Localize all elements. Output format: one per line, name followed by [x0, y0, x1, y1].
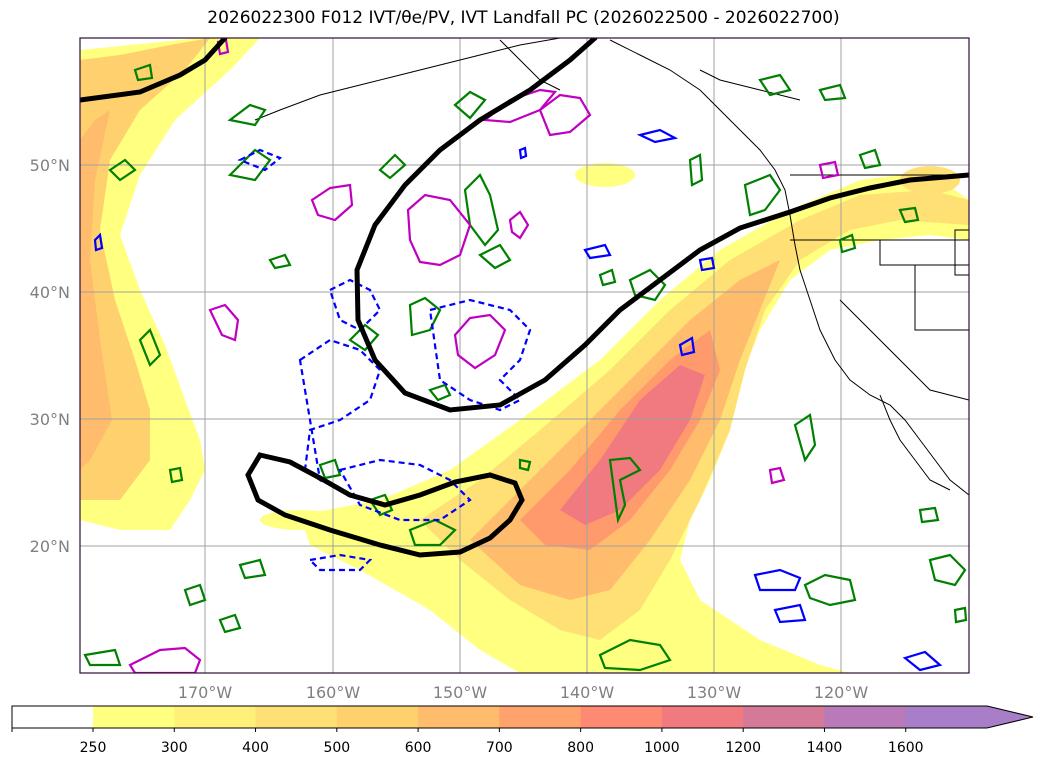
ivt-shading-west-inner: [80, 38, 210, 500]
colorbar-segment: [336, 706, 419, 728]
ivt-shading-west-core: [80, 110, 112, 470]
lon-label-140w: 140°W: [560, 683, 615, 702]
landfall-pc-contours: [80, 38, 969, 558]
lat-labels: 50°N 40°N 30°N 20°N: [30, 156, 70, 556]
colorbar-segment: [93, 706, 175, 728]
colorbar-segment: [824, 706, 907, 728]
coastlines: [254, 38, 969, 496]
colorbar-tick-label: 1200: [725, 740, 761, 756]
lon-label-150w: 150°W: [433, 683, 488, 702]
colorbar-segment: [499, 706, 582, 728]
colorbar-segment: [905, 706, 988, 728]
colorbar-tick-label: 250: [80, 740, 107, 756]
colorbar-tick-label: 300: [161, 740, 188, 756]
lon-label-120w: 120°W: [814, 683, 869, 702]
colorbar: [12, 706, 988, 728]
colorbar-tick-label: 1400: [807, 740, 843, 756]
colorbar-tick-label: 1000: [644, 740, 680, 756]
map-panel: [80, 38, 969, 673]
theta-e-contours: [93, 128, 943, 672]
colorbar-segment: [255, 706, 338, 728]
colorbar-tick-label: 500: [323, 740, 350, 756]
colorbar-segment: [580, 706, 663, 728]
colorbar-segment: [661, 706, 744, 728]
colorbar-outline: [11, 705, 1034, 729]
lat-label-30n: 30°N: [30, 410, 70, 429]
lat-label-50n: 50°N: [30, 156, 70, 175]
pv-contours-green: [83, 63, 968, 672]
colorbar-tick-label: 600: [405, 740, 432, 756]
colorbar-segment: [174, 706, 257, 728]
colorbar-tick-label: 800: [567, 740, 594, 756]
map-frame: [79, 37, 970, 674]
colorbar-ticks: 250 300 400 500 600 700 800 1000 1200 1400 1600: [11, 728, 924, 756]
lat-label-40n: 40°N: [30, 283, 70, 302]
lon-label-170w: 170°W: [178, 683, 233, 702]
colorbar-segment: [418, 706, 500, 728]
ivt-shading-ar-core: [560, 365, 705, 525]
colorbar-tick-label: 1600: [888, 740, 924, 756]
chart-title: 2026022300 F012 IVT/θe/PV, IVT Landfall …: [207, 8, 840, 28]
colorbar-under-segment: [12, 706, 93, 728]
ivt-blob: [575, 163, 635, 187]
colorbar-tick-label: 700: [486, 740, 513, 756]
colorbar-extend-arrow: [987, 706, 1033, 728]
lon-labels: 170°W 160°W 150°W 140°W 130°W 120°W: [178, 683, 869, 702]
colorbar-tick-label: 400: [242, 740, 269, 756]
lon-label-160w: 160°W: [306, 683, 361, 702]
lat-label-20n: 20°N: [30, 537, 70, 556]
colorbar-segment: [743, 706, 825, 728]
lon-label-130w: 130°W: [687, 683, 742, 702]
